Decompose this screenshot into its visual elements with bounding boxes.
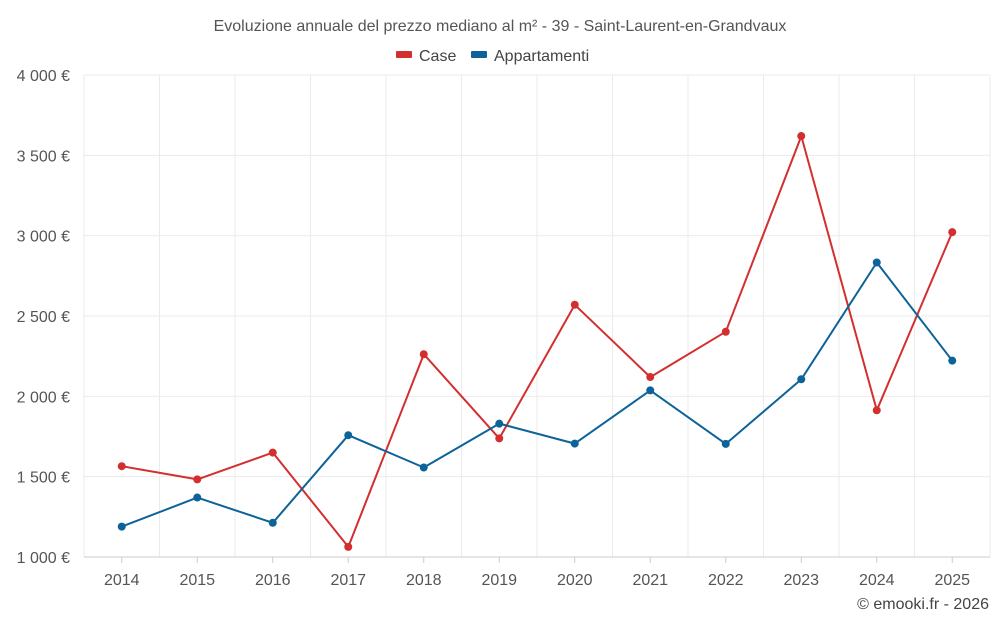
data-point-case[interactable]: [495, 434, 504, 443]
data-point-case[interactable]: [948, 228, 957, 237]
data-point-appartamenti[interactable]: [721, 439, 730, 448]
data-point-case[interactable]: [344, 542, 353, 551]
x-tick-label: 2023: [783, 572, 819, 589]
x-tick-label: 2016: [255, 572, 291, 589]
series-line-appartamenti: [121, 261, 954, 528]
data-point-appartamenti[interactable]: [797, 375, 806, 384]
data-point-appartamenti[interactable]: [570, 439, 579, 448]
data-point-case[interactable]: [268, 448, 277, 457]
y-tick-label: 1 000 €: [17, 550, 70, 567]
data-point-appartamenti[interactable]: [646, 386, 655, 395]
series-line-case: [121, 135, 954, 548]
x-tick-label: 2017: [330, 572, 366, 589]
legend: Case Appartamenti: [396, 48, 589, 65]
data-point-case[interactable]: [646, 373, 655, 382]
series: [117, 132, 957, 551]
y-tick-label: 3 500 €: [17, 148, 70, 165]
data-point-case[interactable]: [570, 300, 579, 309]
data-point-appartamenti[interactable]: [872, 258, 881, 267]
x-tick-label: 2015: [179, 572, 215, 589]
y-tick-label: 3 000 €: [17, 229, 70, 246]
legend-label-appartamenti: Appartamenti: [494, 48, 589, 65]
grid: [83, 74, 991, 557]
y-tick-label: 1 500 €: [17, 470, 70, 487]
x-tick-label: 2021: [632, 572, 668, 589]
x-tick-label: 2024: [859, 572, 895, 589]
axes: 1 000 € 1 500 € 2 000 € 2 500 € 3 000 € 3 500…: [17, 68, 990, 589]
data-point-appartamenti[interactable]: [117, 522, 126, 531]
legend-swatch-appartamenti: [471, 51, 487, 58]
data-point-case[interactable]: [117, 462, 126, 471]
credit-text: © emooki.fr - 2026: [857, 596, 989, 613]
data-point-case[interactable]: [797, 132, 806, 141]
data-point-appartamenti[interactable]: [948, 356, 957, 365]
x-tick-label: 2020: [557, 572, 593, 589]
y-tick-label: 2 000 €: [17, 389, 70, 406]
data-point-appartamenti[interactable]: [268, 518, 277, 527]
x-tick-label: 2025: [934, 572, 970, 589]
x-tick-label: 2019: [481, 572, 517, 589]
x-tick-label: 2018: [406, 572, 442, 589]
data-point-appartamenti[interactable]: [495, 419, 504, 428]
data-point-case[interactable]: [193, 475, 202, 484]
y-tick-label: 4 000 €: [17, 68, 70, 85]
legend-label-case: Case: [419, 48, 456, 65]
legend-swatch-case: [396, 51, 412, 58]
data-point-case[interactable]: [721, 327, 730, 336]
data-point-case[interactable]: [419, 350, 428, 359]
data-point-appartamenti[interactable]: [419, 463, 428, 472]
data-point-appartamenti[interactable]: [193, 493, 202, 502]
y-tick-label: 2 500 €: [17, 309, 70, 326]
x-tick-label: 2022: [708, 572, 744, 589]
data-point-case[interactable]: [872, 406, 881, 415]
chart-title: Evoluzione annuale del prezzo mediano al…: [214, 18, 787, 35]
x-tick-label: 2014: [104, 572, 140, 589]
data-point-appartamenti[interactable]: [344, 431, 353, 440]
